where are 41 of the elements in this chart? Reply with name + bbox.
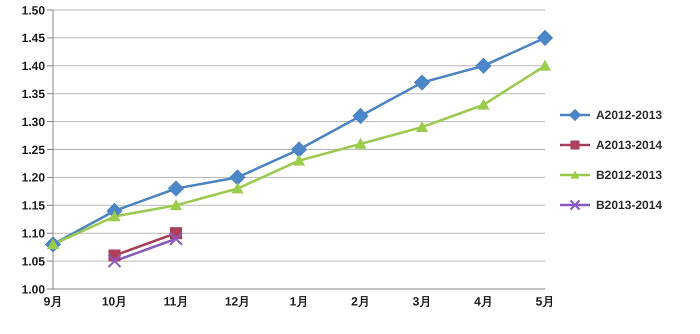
x-tick-label: 9月: [44, 294, 62, 309]
legend-label: B2012-2013: [596, 168, 662, 182]
point: [536, 30, 554, 46]
y-tick-label: 1.45: [22, 31, 46, 46]
x-tick-label: 11月: [164, 294, 188, 309]
y-tick-label: 1.35: [22, 86, 46, 101]
legend-label: A2013-2014: [596, 138, 662, 152]
x-tick-label: 1月: [290, 294, 308, 309]
point: [170, 199, 182, 210]
point: [232, 182, 244, 194]
x-tick-label: 3月: [412, 294, 432, 309]
y-tick-label: 1.25: [22, 142, 46, 157]
x-tick-label: 10月: [102, 294, 128, 309]
point: [169, 232, 183, 246]
legend-label: B2013-2014: [596, 198, 662, 212]
point: [108, 210, 120, 222]
point: [108, 254, 122, 268]
point: [229, 169, 246, 186]
y-tick-label: 1.10: [22, 226, 46, 240]
x-tick-label: 12月: [224, 294, 250, 309]
point: [539, 60, 551, 71]
y-tick-label: 1.50: [22, 3, 46, 18]
y-tick-label: 1.40: [22, 59, 46, 74]
y-tick-label: 1.00: [22, 282, 46, 296]
y-tick-label: 1.20: [22, 170, 46, 185]
point: [354, 138, 366, 149]
x-tick-label: 2月: [351, 294, 370, 309]
y-tick-label: 1.05: [22, 254, 46, 268]
point: [414, 74, 430, 91]
point: [290, 141, 308, 158]
point: [475, 58, 492, 74]
legend-label: A2012-2013: [596, 108, 662, 122]
x-tick-label: 4月: [474, 294, 493, 309]
y-tick-label: 1.15: [22, 198, 46, 213]
point: [352, 108, 369, 124]
point: [478, 98, 490, 110]
point: [416, 121, 428, 132]
x-tick-label: 5月: [536, 294, 554, 309]
point: [293, 154, 305, 166]
point: [168, 180, 184, 197]
y-tick-label: 1.30: [22, 114, 46, 129]
